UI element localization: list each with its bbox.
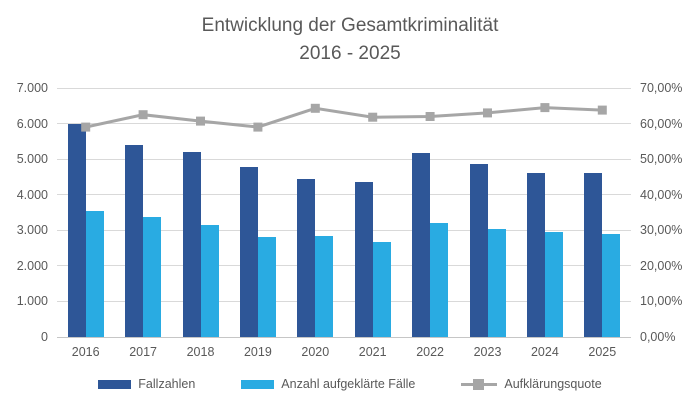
chart-legend: Fallzahlen Anzahl aufgeklärte Fälle Aufk… xyxy=(0,377,700,391)
bar-aufgeklaerte-2020 xyxy=(315,235,334,337)
legend-item-aufklaerungsquote: Aufklärungsquote xyxy=(461,377,602,391)
bar-aufgeklaerte-2017 xyxy=(143,217,162,337)
bar-aufgeklaerte-2025 xyxy=(602,233,621,337)
legend-item-fallzahlen: Fallzahlen xyxy=(98,377,195,391)
bar-fallzahlen-2024 xyxy=(526,173,545,337)
x-axis-label-2017: 2017 xyxy=(129,345,157,359)
bar-fallzahlen-2025 xyxy=(584,173,603,337)
bar-aufgeklaerte-2016 xyxy=(85,210,104,337)
gridline xyxy=(57,123,631,125)
legend-label-fallzahlen: Fallzahlen xyxy=(138,377,196,391)
y-axis-right-tick: 60,00% xyxy=(640,116,683,131)
aufklaerungsquote-line-marker-icon xyxy=(461,378,498,390)
bar-aufgeklaerte-2021 xyxy=(372,241,391,337)
y-axis-left-tick: 4.000 xyxy=(16,187,48,202)
line-marker-2017 xyxy=(138,110,148,120)
bar-aufgeklaerte-2024 xyxy=(544,232,563,337)
chart-title-line2: 2016 - 2025 xyxy=(299,43,401,64)
y-axis-left-tick: 0 xyxy=(41,330,48,344)
y-axis-right-tick: 40,00% xyxy=(640,187,683,202)
bar-fallzahlen-2022 xyxy=(412,152,431,337)
y-axis-left-tick: 5.000 xyxy=(16,152,48,167)
bar-fallzahlen-2019 xyxy=(239,166,258,337)
y-axis-right-tick: 50,00% xyxy=(640,152,683,167)
plot-area xyxy=(57,87,631,338)
bar-fallzahlen-2020 xyxy=(297,179,316,337)
gridline xyxy=(57,229,631,231)
bar-aufgeklaerte-2023 xyxy=(487,228,506,337)
bar-aufgeklaerte-2022 xyxy=(430,223,449,337)
line-marker-2022 xyxy=(425,112,435,121)
gridline xyxy=(57,158,631,160)
y-axis-left-tick: 6.000 xyxy=(16,116,48,131)
bar-fallzahlen-2023 xyxy=(469,164,488,337)
y-axis-left-tick: 3.000 xyxy=(16,223,48,238)
y-axis-right-tick: 10,00% xyxy=(640,294,683,309)
bar-fallzahlen-2017 xyxy=(125,144,144,337)
x-axis-label-2024: 2024 xyxy=(530,345,559,359)
x-axis-label-2016: 2016 xyxy=(71,345,100,359)
gridline xyxy=(57,265,631,267)
fallzahlen-swatch-icon xyxy=(98,379,132,389)
gridline xyxy=(57,194,631,196)
gridline xyxy=(57,337,631,338)
y-axis-left-tick: 1.000 xyxy=(16,294,48,309)
y-axis-right-tick: 30,00% xyxy=(640,223,683,238)
x-axis-label-2020: 2020 xyxy=(301,345,330,359)
bar-fallzahlen-2018 xyxy=(182,152,201,337)
line-marker-2021 xyxy=(368,112,378,122)
line-marker-2016 xyxy=(81,122,91,132)
x-axis-label-2018: 2018 xyxy=(186,345,215,359)
bar-fallzahlen-2021 xyxy=(354,181,373,337)
line-marker-2025 xyxy=(597,105,607,115)
legend-label-aufgeklaerte-faelle: Anzahl aufgeklärte Fälle xyxy=(281,377,416,391)
line-marker-2018 xyxy=(196,116,205,126)
x-axis-label-2021: 2021 xyxy=(358,345,387,359)
x-axis-label-2025: 2025 xyxy=(588,345,617,359)
y-axis-right-tick: 70,00% xyxy=(640,81,683,95)
aufklaerungsquote-line-path xyxy=(85,106,603,129)
y-axis-left-tick: 2.000 xyxy=(16,258,48,273)
chart-title-line1: Entwicklung der Gesamtkriminalität xyxy=(201,15,499,36)
chart-title: Entwicklung der Gesamtkriminalität 2016 … xyxy=(0,12,700,68)
bar-aufgeklaerte-2018 xyxy=(200,225,219,337)
x-axis-label-2019: 2019 xyxy=(243,345,272,359)
bar-fallzahlen-2016 xyxy=(67,123,86,337)
gridline xyxy=(57,87,631,89)
aufklaerungsquote-line xyxy=(81,103,607,132)
legend-label-aufklaerungsquote: Aufklärungsquote xyxy=(504,377,602,391)
x-axis-label-2023: 2023 xyxy=(473,345,502,359)
y-axis-left-tick: 7.000 xyxy=(16,81,48,95)
aufgeklaerte-faelle-swatch-icon xyxy=(241,379,275,389)
line-marker-2019 xyxy=(253,122,263,132)
y-axis-right-tick: 20,00% xyxy=(640,258,683,273)
legend-item-aufgeklaerte-faelle: Anzahl aufgeklärte Fälle xyxy=(241,377,415,391)
line-marker-2023 xyxy=(483,108,492,118)
gridline xyxy=(57,300,631,302)
line-marker-2020 xyxy=(310,103,320,113)
x-axis-label-2022: 2022 xyxy=(416,345,444,359)
bar-aufgeklaerte-2019 xyxy=(257,237,276,337)
y-axis-right-tick: 0,00% xyxy=(640,330,676,344)
line-marker-2024 xyxy=(540,103,550,113)
